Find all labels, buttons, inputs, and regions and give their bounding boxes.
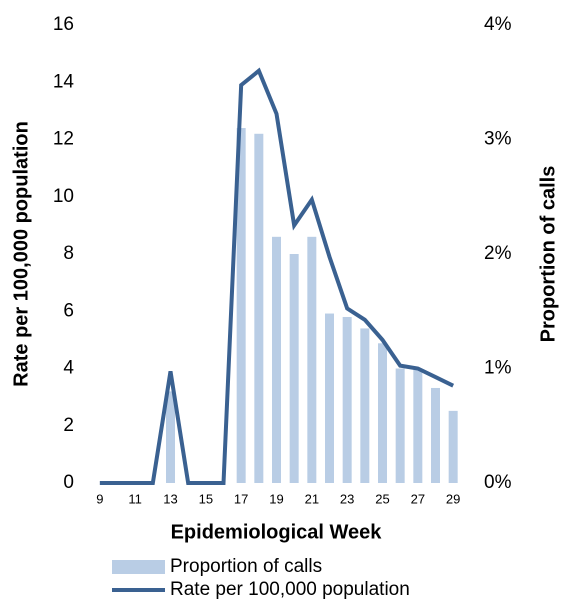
- y2-tick-label: 4%: [484, 14, 512, 35]
- bar: [413, 368, 423, 483]
- y2-tick-label: 1%: [484, 358, 512, 379]
- line: [99, 67, 455, 485]
- y-tick-label: 8: [63, 243, 74, 264]
- y2-tick-label: 3%: [484, 129, 512, 150]
- bar: [378, 343, 387, 483]
- x-tick-label: 9: [96, 491, 103, 506]
- legend-label: Proportion of calls: [170, 556, 322, 577]
- y-tick-label: 0: [63, 472, 74, 493]
- x-tick-label: 25: [375, 491, 389, 506]
- y-tick-label: 14: [53, 71, 75, 92]
- y2-axis-title: Proportion of calls: [537, 166, 559, 343]
- bar: [254, 133, 264, 483]
- x-tick-label: 27: [411, 491, 425, 506]
- x-tick-label: 21: [305, 491, 319, 506]
- x-tick-label: 11: [128, 491, 142, 506]
- bar: [448, 410, 458, 483]
- legend-swatch: [112, 560, 165, 574]
- x-axis-title: Epidemiological Week: [171, 521, 383, 543]
- y-tick-label: 2: [63, 415, 74, 436]
- y-tick-label: 16: [53, 14, 74, 35]
- y-tick-label: 12: [53, 129, 74, 150]
- bar: [166, 391, 175, 483]
- y-tick-label: 6: [63, 300, 74, 321]
- bar: [342, 316, 352, 483]
- x-tick-label: 23: [340, 491, 354, 506]
- x-tick-label: 17: [234, 491, 248, 506]
- y-axis-title: Rate per 100,000 population: [10, 121, 32, 387]
- bar: [360, 328, 370, 483]
- bar: [325, 313, 334, 483]
- y-tick-label: 10: [53, 186, 74, 207]
- x-tick-label: 15: [199, 491, 213, 506]
- bar: [395, 368, 405, 483]
- bar: [236, 128, 246, 484]
- bar: [431, 387, 440, 483]
- bar: [272, 236, 281, 483]
- bar: [307, 236, 317, 483]
- y2-tick-label: 2%: [484, 243, 512, 264]
- x-tick-label: 29: [446, 491, 460, 506]
- x-tick-label: 13: [163, 491, 177, 506]
- legend-label: Rate per 100,000 population: [170, 579, 410, 600]
- y2-tick-label: 0%: [484, 472, 512, 493]
- y-tick-label: 4: [63, 358, 74, 379]
- bar: [289, 254, 299, 483]
- x-tick-label: 19: [269, 491, 283, 506]
